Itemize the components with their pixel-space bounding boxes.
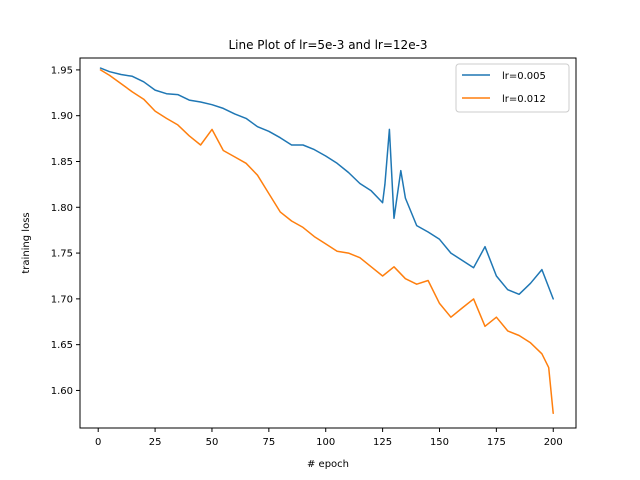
x-tick-label: 100 [316, 437, 335, 448]
y-tick-label: 1.60 [51, 386, 73, 397]
x-tick-label: 175 [487, 437, 506, 448]
y-tick-label: 1.65 [51, 340, 73, 351]
legend-label-lr-0005: lr=0.005 [502, 71, 546, 82]
series-layer [99, 67, 554, 415]
legend-box [455, 63, 570, 113]
y-axis-label: training loss [21, 212, 32, 273]
chart-title: Line Plot of lr=5e-3 and lr=12e-3 [228, 38, 427, 52]
y-axis-ticks: 1.60 1.65 1.70 1.75 1.80 1.85 1.90 1.95 [51, 65, 80, 397]
x-tick-label: 125 [373, 437, 392, 448]
x-tick-label: 50 [206, 437, 219, 448]
x-tick-label: 200 [544, 437, 563, 448]
y-tick-label: 1.80 [51, 203, 73, 214]
series-line-lr-0005 [99, 67, 554, 300]
axes-frame [79, 57, 577, 429]
y-tick-label: 1.70 [51, 294, 73, 305]
x-axis-label: # epoch [307, 459, 349, 470]
x-tick-label: 0 [95, 437, 101, 448]
x-tick-label: 150 [430, 437, 449, 448]
plot-area [79, 57, 577, 429]
y-tick-label: 1.95 [51, 65, 73, 76]
y-tick-label: 1.90 [51, 111, 73, 122]
legend: lr=0.005 lr=0.012 [455, 63, 570, 113]
y-tick-label: 1.75 [51, 249, 73, 260]
x-tick-label: 75 [262, 437, 275, 448]
x-tick-label: 25 [149, 437, 162, 448]
legend-label-lr-0012: lr=0.012 [502, 94, 546, 105]
series-line-lr-0012 [99, 69, 554, 415]
y-tick-label: 1.85 [51, 157, 73, 168]
x-axis-ticks: 0 25 50 75 100 125 150 175 200 [95, 428, 563, 448]
